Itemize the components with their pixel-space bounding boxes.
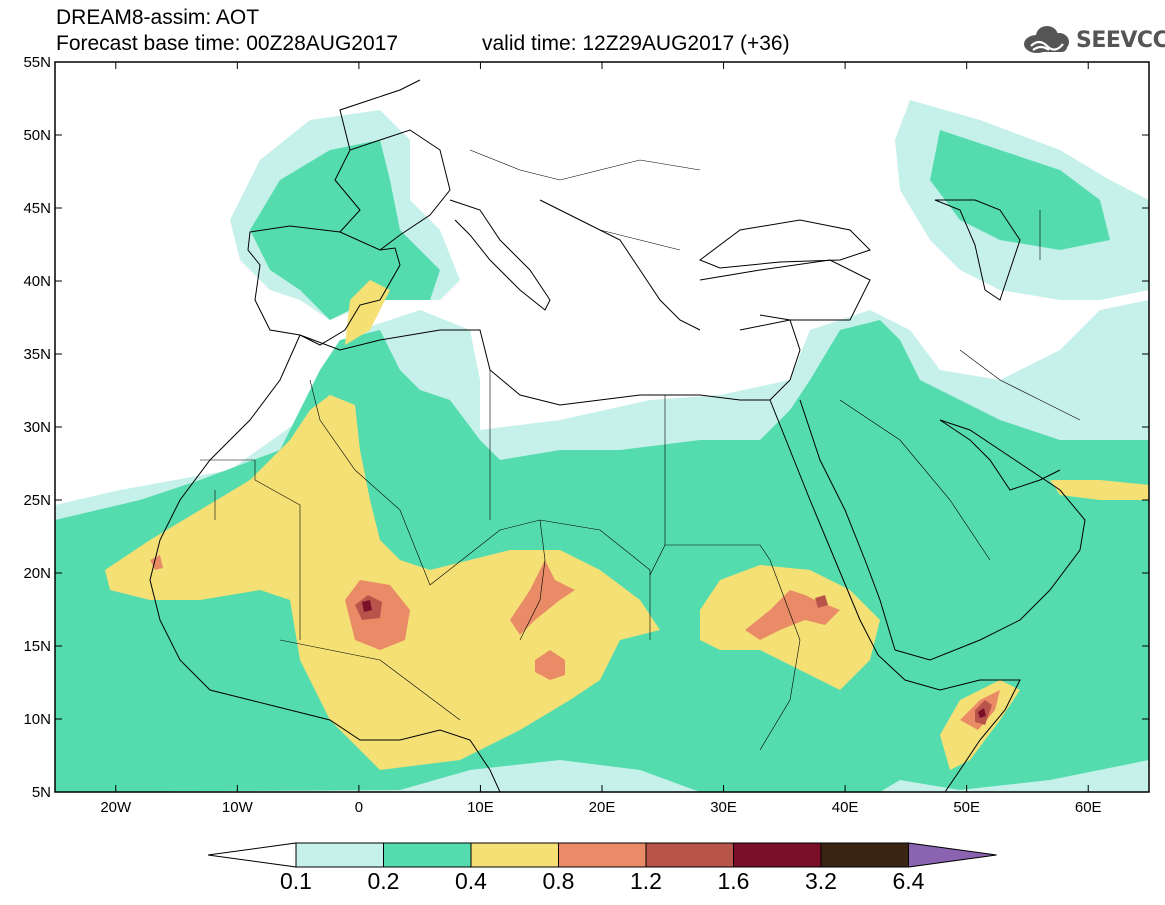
y-tick-label: 20N <box>23 565 51 582</box>
colorbar-swatch <box>558 842 647 868</box>
x-tick-label: 30E <box>710 799 737 816</box>
colorbar-label: 6.4 <box>893 868 925 894</box>
colorbar-label: 0.2 <box>368 868 400 894</box>
x-tick-label: 40E <box>832 799 859 816</box>
colorbar-underflow <box>207 842 297 868</box>
colorbar-overflow <box>908 842 997 868</box>
x-tick-label: 50E <box>953 799 980 816</box>
colorbar-swatch <box>295 842 384 868</box>
colorbar-swatch <box>645 842 734 868</box>
y-tick-label: 10N <box>23 711 51 728</box>
y-tick-label: 30N <box>23 419 51 436</box>
x-tick-label: 20W <box>100 799 132 816</box>
colorbar-label: 0.1 <box>280 868 312 894</box>
y-tick-label: 35N <box>23 346 51 363</box>
x-tick-label: 10W <box>222 799 254 816</box>
logo-text: SEEVCCC <box>1076 28 1165 53</box>
x-tick-label: 10E <box>467 799 494 816</box>
aot-band-1.6 <box>362 600 986 718</box>
x-axis: 20W 10W 0 10E 20E 30E 40E 50E 60E <box>100 62 1102 816</box>
aot-field <box>55 79 1149 792</box>
x-tick-label: 20E <box>589 799 616 816</box>
country-borders <box>200 149 1081 751</box>
y-tick-label: 5N <box>32 784 51 801</box>
colorbar-label: 3.2 <box>805 868 837 894</box>
forecast-base-time: Forecast base time: 00Z28AUG2017 <box>56 32 399 55</box>
aot-band-0.8 <box>150 555 1000 730</box>
colorbar-label: 1.2 <box>630 868 662 894</box>
coastlines <box>149 79 1086 792</box>
y-tick-label: 50N <box>23 127 51 144</box>
colorbar: 0.1 0.2 0.4 0.8 1.2 1.6 3.2 6.4 <box>207 842 997 894</box>
colorbar-label: 0.8 <box>543 868 575 894</box>
y-tick-label: 45N <box>23 200 51 217</box>
y-tick-label: 25N <box>23 492 51 509</box>
colorbar-swatch <box>733 842 822 868</box>
cloud-icon <box>1024 26 1069 53</box>
map-title: DREAM8-assim: AOT <box>56 6 260 29</box>
y-tick-label: 40N <box>23 273 51 290</box>
colorbar-label: 1.6 <box>718 868 750 894</box>
colorbar-label: 0.4 <box>455 868 487 894</box>
x-tick-label: 0 <box>355 799 363 816</box>
y-axis: 55N 50N 45N 40N 35N 30N 25N 20N 15N 10N 5N <box>23 54 1149 801</box>
colorbar-swatch <box>470 842 559 868</box>
aot-band-0.4 <box>105 280 1149 770</box>
colorbar-swatch <box>820 842 909 868</box>
valid-time: valid time: 12Z29AUG2017 (+36) <box>482 32 790 55</box>
y-tick-label: 15N <box>23 638 51 655</box>
x-tick-label: 60E <box>1075 799 1102 816</box>
colorbar-swatch <box>383 842 472 868</box>
y-tick-label: 55N <box>23 54 51 71</box>
